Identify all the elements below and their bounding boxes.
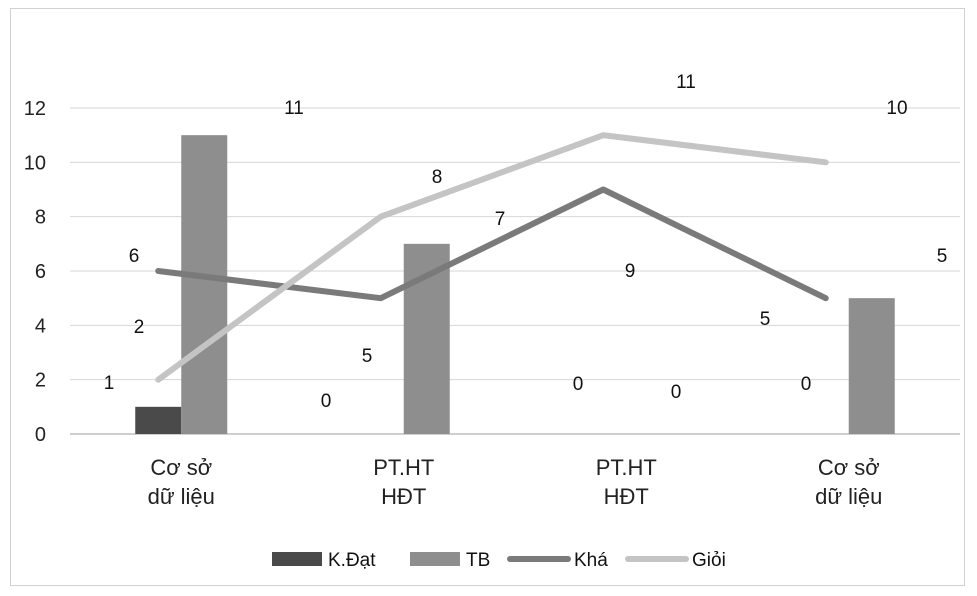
category-label-line: Cơ sở xyxy=(150,455,212,480)
data-label-TB-3: 5 xyxy=(937,246,948,267)
data-label-K.Đạt-3: 0 xyxy=(801,374,812,395)
category-label-1: PT.HT HĐT xyxy=(373,455,434,509)
category-label-line: PT.HT xyxy=(373,455,434,480)
data-label-TB-2: 0 xyxy=(671,382,682,403)
data-label-K.Đạt-1: 0 xyxy=(321,391,332,412)
legend-label-Giỏi: Giỏi xyxy=(692,550,726,571)
legend-swatch-TB xyxy=(410,552,460,566)
y-tick-label: 0 xyxy=(35,424,46,446)
y-tick-label: 8 xyxy=(35,207,46,229)
data-label-Khá-2: 9 xyxy=(625,261,636,282)
legend-swatch-K.Đạt xyxy=(272,552,322,566)
data-label-Giỏi-3: 10 xyxy=(886,98,907,119)
data-label-Giỏi-1: 8 xyxy=(432,167,443,188)
data-label-Khá-3: 5 xyxy=(760,309,771,330)
y-tick-label: 2 xyxy=(35,370,46,392)
category-label-0: Cơ sở dữ liệu xyxy=(148,455,215,509)
category-label-line: dữ liệu xyxy=(148,484,215,509)
category-label-line: HĐT xyxy=(604,484,649,509)
bar-TB-0 xyxy=(181,135,228,434)
line-Giỏi xyxy=(155,132,829,383)
category-label-line: dữ liệu xyxy=(815,484,882,509)
category-label-line: PT.HT xyxy=(596,455,657,480)
data-label-Khá-1: 7 xyxy=(495,209,506,230)
data-label-TB-0: 11 xyxy=(284,98,304,119)
category-label-2: PT.HT HĐT xyxy=(596,455,657,509)
category-label-line: Cơ sở xyxy=(818,455,880,480)
legend-label-K.Đạt: K.Đạt xyxy=(328,550,376,571)
y-tick-label: 6 xyxy=(35,261,46,283)
data-label-K.Đạt-0: 1 xyxy=(104,373,115,394)
line-Khá xyxy=(155,186,829,302)
legend-label-TB: TB xyxy=(466,550,490,571)
category-label-line: HĐT xyxy=(381,484,426,509)
y-tick-label: 10 xyxy=(24,152,46,174)
data-label-Giỏi-2: 11 xyxy=(676,72,696,93)
category-label-3: Cơ sở dữ liệu xyxy=(815,455,882,509)
data-label-Khá-0: 6 xyxy=(129,246,140,267)
chart-frame xyxy=(10,8,965,586)
data-label-TB-1: 5 xyxy=(362,346,373,367)
y-tick-label: 12 xyxy=(24,98,46,120)
data-label-Giỏi-0: 2 xyxy=(134,317,145,338)
data-label-K.Đạt-2: 0 xyxy=(573,374,584,395)
legend-label-Khá: Khá xyxy=(574,550,608,571)
bar-TB-1 xyxy=(403,243,450,434)
y-tick-label: 4 xyxy=(35,315,46,337)
bar-K.Đạt-0 xyxy=(135,406,182,434)
bar-TB-3 xyxy=(848,298,895,434)
